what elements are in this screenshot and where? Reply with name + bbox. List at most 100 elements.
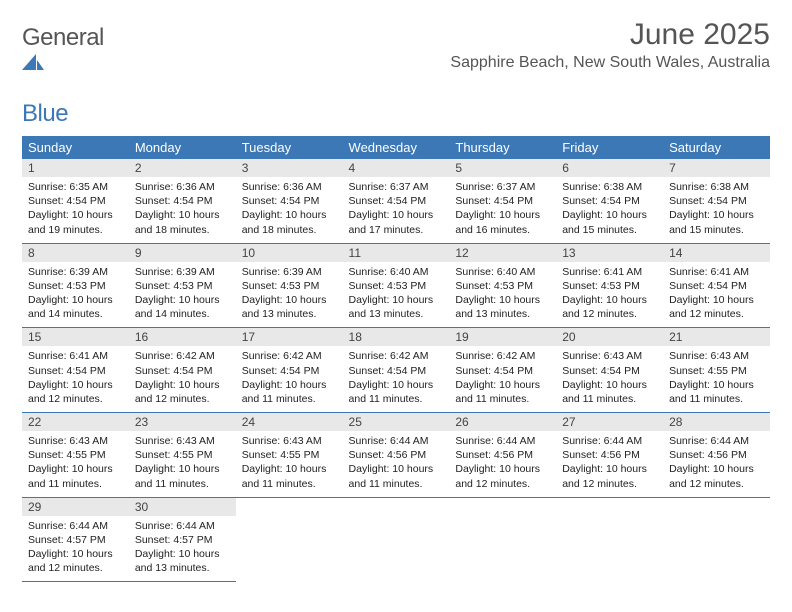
day-cell — [343, 516, 450, 582]
sunrise-text: Sunrise: 6:38 AM — [562, 180, 657, 194]
daylight-text: Daylight: 10 hours and 14 minutes. — [28, 293, 123, 321]
sunset-text: Sunset: 4:54 PM — [562, 194, 657, 208]
day-cell: Sunrise: 6:43 AMSunset: 4:54 PMDaylight:… — [556, 346, 663, 412]
day-cell: Sunrise: 6:42 AMSunset: 4:54 PMDaylight:… — [343, 346, 450, 412]
sunrise-text: Sunrise: 6:42 AM — [135, 349, 230, 363]
day-number — [343, 497, 450, 516]
day-cell: Sunrise: 6:41 AMSunset: 4:53 PMDaylight:… — [556, 262, 663, 328]
day-cell: Sunrise: 6:39 AMSunset: 4:53 PMDaylight:… — [236, 262, 343, 328]
daylight-text: Daylight: 10 hours and 11 minutes. — [349, 378, 444, 406]
sunset-text: Sunset: 4:54 PM — [28, 194, 123, 208]
sunset-text: Sunset: 4:55 PM — [135, 448, 230, 462]
day-cell: Sunrise: 6:43 AMSunset: 4:55 PMDaylight:… — [129, 431, 236, 497]
day-cell — [556, 516, 663, 582]
day-content-row: Sunrise: 6:35 AMSunset: 4:54 PMDaylight:… — [22, 177, 770, 243]
brand-text: GeneralBlue — [22, 24, 104, 128]
day-number: 28 — [663, 413, 770, 432]
location: Sapphire Beach, New South Wales, Austral… — [450, 54, 770, 72]
day-number: 26 — [449, 413, 556, 432]
daylight-text: Daylight: 10 hours and 14 minutes. — [135, 293, 230, 321]
day-number: 2 — [129, 159, 236, 177]
daylight-text: Daylight: 10 hours and 15 minutes. — [562, 208, 657, 236]
day-cell: Sunrise: 6:43 AMSunset: 4:55 PMDaylight:… — [22, 431, 129, 497]
day-number-row: 1234567 — [22, 159, 770, 177]
day-number: 5 — [449, 159, 556, 177]
sunset-text: Sunset: 4:55 PM — [669, 364, 764, 378]
day-number: 22 — [22, 413, 129, 432]
day-cell — [236, 516, 343, 582]
day-number: 25 — [343, 413, 450, 432]
day-number: 21 — [663, 328, 770, 347]
sunset-text: Sunset: 4:56 PM — [562, 448, 657, 462]
day-cell: Sunrise: 6:40 AMSunset: 4:53 PMDaylight:… — [343, 262, 450, 328]
daylight-text: Daylight: 10 hours and 12 minutes. — [562, 462, 657, 490]
day-cell: Sunrise: 6:44 AMSunset: 4:56 PMDaylight:… — [449, 431, 556, 497]
sunrise-text: Sunrise: 6:44 AM — [562, 434, 657, 448]
weekday-header: Monday — [129, 136, 236, 159]
day-number: 23 — [129, 413, 236, 432]
day-number — [449, 497, 556, 516]
day-cell: Sunrise: 6:35 AMSunset: 4:54 PMDaylight:… — [22, 177, 129, 243]
daylight-text: Daylight: 10 hours and 19 minutes. — [28, 208, 123, 236]
header: GeneralBlue June 2025 Sapphire Beach, Ne… — [22, 18, 770, 128]
sunrise-text: Sunrise: 6:42 AM — [455, 349, 550, 363]
sunrise-text: Sunrise: 6:40 AM — [349, 265, 444, 279]
daylight-text: Daylight: 10 hours and 13 minutes. — [349, 293, 444, 321]
day-number: 24 — [236, 413, 343, 432]
day-cell: Sunrise: 6:40 AMSunset: 4:53 PMDaylight:… — [449, 262, 556, 328]
day-cell: Sunrise: 6:43 AMSunset: 4:55 PMDaylight:… — [663, 346, 770, 412]
sunset-text: Sunset: 4:54 PM — [349, 364, 444, 378]
daylight-text: Daylight: 10 hours and 12 minutes. — [135, 378, 230, 406]
day-cell: Sunrise: 6:38 AMSunset: 4:54 PMDaylight:… — [556, 177, 663, 243]
sunrise-text: Sunrise: 6:42 AM — [349, 349, 444, 363]
daylight-text: Daylight: 10 hours and 13 minutes. — [135, 547, 230, 575]
weekday-header: Thursday — [449, 136, 556, 159]
day-cell: Sunrise: 6:41 AMSunset: 4:54 PMDaylight:… — [663, 262, 770, 328]
day-number — [663, 497, 770, 516]
sunset-text: Sunset: 4:55 PM — [242, 448, 337, 462]
day-number: 6 — [556, 159, 663, 177]
day-number: 29 — [22, 497, 129, 516]
day-number: 27 — [556, 413, 663, 432]
day-number: 20 — [556, 328, 663, 347]
sunset-text: Sunset: 4:53 PM — [242, 279, 337, 293]
sunrise-text: Sunrise: 6:44 AM — [669, 434, 764, 448]
day-number — [556, 497, 663, 516]
day-number: 7 — [663, 159, 770, 177]
day-cell: Sunrise: 6:37 AMSunset: 4:54 PMDaylight:… — [449, 177, 556, 243]
weekday-header: Sunday — [22, 136, 129, 159]
sunset-text: Sunset: 4:54 PM — [242, 194, 337, 208]
day-cell: Sunrise: 6:43 AMSunset: 4:55 PMDaylight:… — [236, 431, 343, 497]
day-number: 3 — [236, 159, 343, 177]
sunset-text: Sunset: 4:53 PM — [135, 279, 230, 293]
day-number: 13 — [556, 243, 663, 262]
sunrise-text: Sunrise: 6:39 AM — [242, 265, 337, 279]
daylight-text: Daylight: 10 hours and 13 minutes. — [455, 293, 550, 321]
brand-logo: GeneralBlue — [22, 18, 104, 128]
sunset-text: Sunset: 4:54 PM — [242, 364, 337, 378]
day-number: 10 — [236, 243, 343, 262]
sunset-text: Sunset: 4:53 PM — [455, 279, 550, 293]
day-cell: Sunrise: 6:42 AMSunset: 4:54 PMDaylight:… — [449, 346, 556, 412]
sunrise-text: Sunrise: 6:35 AM — [28, 180, 123, 194]
sunrise-text: Sunrise: 6:43 AM — [135, 434, 230, 448]
sunset-text: Sunset: 4:55 PM — [28, 448, 123, 462]
day-number: 9 — [129, 243, 236, 262]
sunrise-text: Sunrise: 6:38 AM — [669, 180, 764, 194]
sunrise-text: Sunrise: 6:39 AM — [135, 265, 230, 279]
weekday-header: Wednesday — [343, 136, 450, 159]
day-cell: Sunrise: 6:44 AMSunset: 4:57 PMDaylight:… — [129, 516, 236, 582]
daylight-text: Daylight: 10 hours and 16 minutes. — [455, 208, 550, 236]
sunrise-text: Sunrise: 6:41 AM — [669, 265, 764, 279]
day-number-row: 22232425262728 — [22, 413, 770, 432]
sunset-text: Sunset: 4:54 PM — [28, 364, 123, 378]
daylight-text: Daylight: 10 hours and 12 minutes. — [28, 378, 123, 406]
daylight-text: Daylight: 10 hours and 12 minutes. — [669, 462, 764, 490]
sunset-text: Sunset: 4:53 PM — [349, 279, 444, 293]
day-number-row: 15161718192021 — [22, 328, 770, 347]
daylight-text: Daylight: 10 hours and 11 minutes. — [242, 378, 337, 406]
daylight-text: Daylight: 10 hours and 15 minutes. — [669, 208, 764, 236]
sunset-text: Sunset: 4:56 PM — [669, 448, 764, 462]
weekday-header: Saturday — [663, 136, 770, 159]
day-number: 15 — [22, 328, 129, 347]
